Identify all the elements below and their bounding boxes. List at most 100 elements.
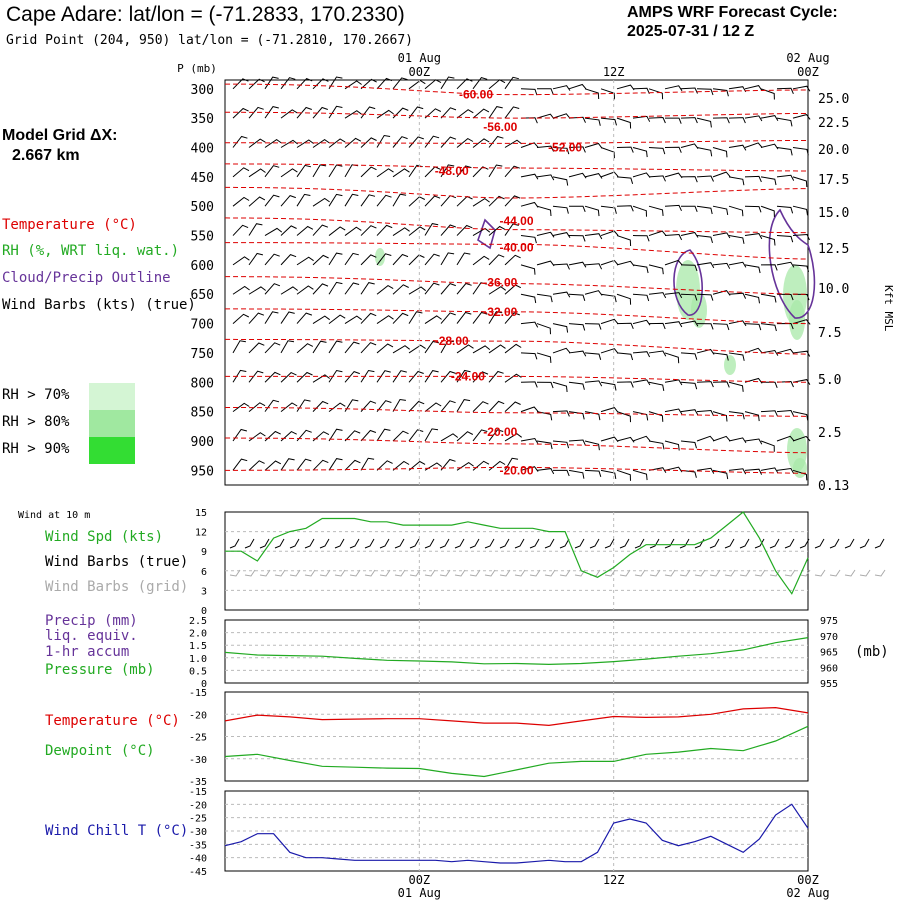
wind-barb	[248, 312, 265, 324]
wind-barb	[600, 117, 617, 126]
bottom-date-label: 02 Aug	[786, 886, 829, 900]
rh90-swatch	[89, 437, 135, 464]
wind-barb	[712, 205, 729, 215]
wind-barb	[728, 205, 744, 217]
wind-barb	[472, 138, 490, 148]
wind-barb	[296, 193, 311, 207]
wind-barb	[248, 370, 264, 383]
wind-barb	[344, 193, 359, 207]
wind-barb	[392, 168, 410, 178]
wind-barb-grid	[289, 569, 301, 577]
wind-barb	[696, 409, 715, 417]
rh-shade-region	[789, 300, 805, 340]
wind-barb	[600, 469, 617, 479]
wind-barb	[712, 435, 731, 442]
wind-barb	[376, 109, 394, 119]
wind-barb	[520, 142, 539, 148]
wind-barb	[488, 79, 506, 90]
wind-panel-frame	[224, 511, 809, 611]
wind-barb	[664, 85, 683, 92]
windchill-panel-tick-label: -20	[189, 800, 207, 811]
wind-barb	[344, 459, 361, 471]
wind-barb	[328, 164, 343, 178]
wind-barb	[392, 136, 408, 148]
wind-barb	[728, 437, 747, 444]
wind-barb	[536, 293, 553, 303]
wind-barb	[600, 88, 615, 100]
wind-barb	[664, 292, 683, 299]
wind-barb	[728, 144, 747, 151]
wind-barb-true	[619, 538, 630, 549]
temp-panel-frame	[224, 691, 809, 782]
wind-barb	[488, 370, 504, 383]
wind-barb	[568, 439, 586, 446]
windchill-panel-tick-label: -30	[189, 827, 207, 838]
wind-barb	[376, 343, 394, 354]
wind-corner-label: Wind at 10 m	[18, 510, 91, 521]
rh-shade-region	[691, 292, 707, 328]
wind-barb	[616, 469, 631, 481]
wind-panel-tick-label: 9	[201, 547, 207, 558]
wind-barb	[584, 173, 603, 179]
wind-barb	[632, 205, 647, 217]
top-hour-label: 12Z	[603, 65, 625, 79]
top-date-label: 02 Aug	[786, 51, 829, 65]
wind-barb	[440, 107, 457, 119]
wind-barb	[408, 136, 424, 148]
wind-barb-true	[754, 538, 765, 549]
wind-barb	[552, 85, 571, 91]
wind-barb	[344, 315, 362, 325]
pressure-tick-label: 800	[191, 376, 214, 391]
wind-panel-tick-label: 0	[201, 606, 207, 617]
height-tick-label: 20.0	[818, 143, 849, 158]
isotherm-label: -40.00	[499, 240, 533, 254]
wind-barb	[344, 226, 362, 236]
wind-barb	[792, 85, 811, 92]
wind-barb	[696, 205, 713, 215]
wind-barb	[632, 87, 650, 94]
wind-barb	[312, 459, 329, 471]
wind-barb	[392, 227, 410, 236]
wind-barb	[376, 284, 394, 295]
wind-barb	[280, 458, 295, 471]
pressure-tick-label: 900	[191, 435, 214, 450]
wind-barb-true	[529, 538, 540, 549]
wind-barb	[296, 458, 312, 471]
wind-barb	[632, 264, 649, 274]
wind-barb	[296, 312, 313, 324]
wind-barb	[344, 341, 360, 354]
wind-barb-true	[484, 538, 495, 549]
wind-barb-true	[289, 538, 300, 549]
wind-barb	[664, 379, 683, 386]
wind-barb	[328, 226, 346, 236]
wind-barb	[424, 340, 440, 354]
wind-barb	[536, 174, 555, 181]
wind-barb	[392, 253, 409, 266]
wind-barb-grid	[829, 569, 841, 577]
wind-barb	[520, 88, 538, 96]
wind-barb	[632, 172, 651, 178]
wind-barb	[600, 293, 617, 303]
wind-barb	[776, 87, 794, 94]
wind-barb	[408, 106, 424, 119]
wind-barb	[792, 114, 811, 120]
wind-barb	[328, 193, 343, 207]
wind-barb	[712, 117, 730, 124]
wind-barb	[232, 428, 248, 442]
rh-shade-region	[724, 355, 736, 375]
wind-barb	[392, 77, 408, 90]
wind-barb	[472, 255, 490, 266]
wind-speed-line	[225, 511, 809, 595]
wind-barb	[792, 411, 809, 421]
wind-barb	[504, 433, 522, 442]
wind-barb	[520, 406, 539, 413]
wind-barb-true	[439, 538, 450, 549]
isotherm-label: -52.00	[548, 141, 582, 155]
wind-barb	[632, 411, 649, 421]
wind-barb	[456, 78, 473, 90]
wind-barb	[440, 433, 459, 442]
wind-barb	[600, 205, 617, 214]
isotherm-line	[224, 186, 809, 199]
wind-barb	[456, 109, 474, 119]
wind-barb	[360, 137, 377, 148]
